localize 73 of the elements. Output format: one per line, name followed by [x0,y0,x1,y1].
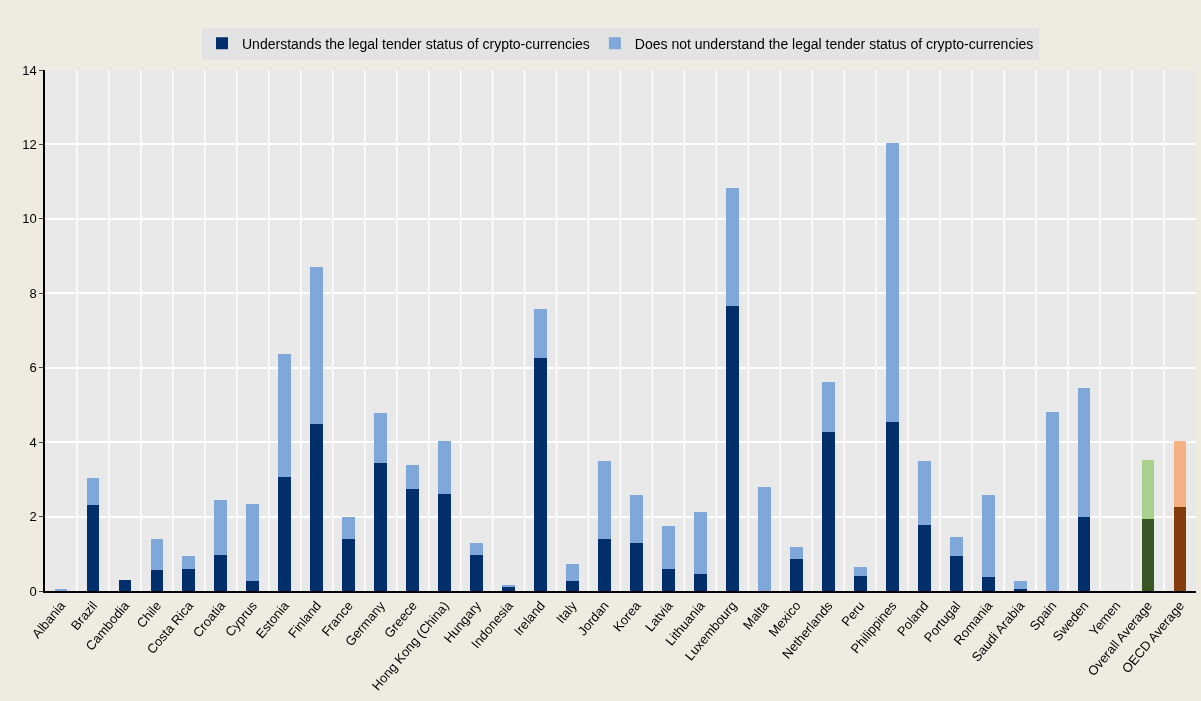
y-tick-label: 4 [29,434,37,450]
bar [789,558,803,591]
bar [534,358,547,591]
bar [150,569,164,591]
bar [757,486,771,591]
bar [278,353,292,477]
bar [534,309,547,359]
bar [86,477,100,506]
bar [214,554,228,591]
bar [981,494,995,577]
bar [1077,516,1091,591]
bar [118,579,132,591]
bar [662,568,675,591]
bar [1141,519,1155,591]
bar [598,538,611,591]
bar [821,381,835,433]
bar [694,574,707,591]
bar [374,462,388,591]
bar [853,576,867,591]
bar [630,542,643,591]
bar [246,580,260,591]
bar [789,547,803,559]
bar [885,421,899,591]
bar [150,538,164,570]
bar [438,493,452,591]
bar [662,525,675,569]
bar [214,499,228,555]
bar [949,537,963,557]
bar [1173,506,1187,591]
bar [630,494,643,543]
y-tick-label: 0 [29,583,37,599]
bar [470,554,484,591]
y-tick-label: 6 [29,360,37,376]
bar [726,306,739,591]
y-tick-label: 8 [29,285,37,301]
bar [438,441,452,494]
x-tick-label: Italy [553,597,581,627]
bar [342,516,356,539]
bar [310,423,324,591]
legend-label: Understands the legal tender status of crypto-currencies [242,35,590,52]
bar [1077,388,1091,517]
bar [821,432,835,591]
bar [981,576,995,591]
bar [182,556,196,569]
y-tick-label: 10 [22,211,37,227]
bar [1045,411,1059,591]
bar [246,503,260,581]
bar [342,538,356,591]
y-tick-label: 2 [29,509,37,525]
bar [949,556,963,591]
legend-label: Does not understand the legal tender status of crypto-currencies [634,35,1034,52]
bar [598,460,611,539]
bar [406,465,420,489]
bar [694,511,707,575]
bar [566,563,579,581]
bar [86,505,100,591]
bar [278,476,292,591]
bar [566,580,579,591]
bar [406,488,420,591]
bar [1013,580,1027,590]
bar [310,267,324,424]
bar [1141,459,1155,520]
bar [182,568,196,591]
bar [374,413,388,463]
y-tick-label: 12 [22,136,37,152]
bar [917,524,931,591]
bar [1173,441,1187,507]
bar [885,142,899,422]
y-tick-label: 14 [22,62,37,78]
bar [853,566,867,577]
bar [726,188,739,307]
bar [470,542,484,555]
bar [917,460,931,525]
